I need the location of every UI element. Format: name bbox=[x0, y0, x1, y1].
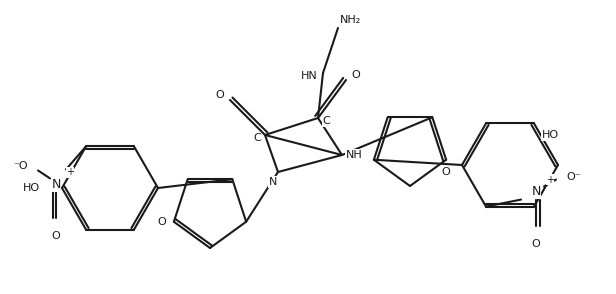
Text: HO: HO bbox=[23, 183, 40, 193]
Text: +: + bbox=[66, 167, 74, 178]
Text: C: C bbox=[253, 133, 261, 143]
Text: NH₂: NH₂ bbox=[339, 15, 360, 25]
Text: O: O bbox=[52, 231, 60, 241]
Text: N: N bbox=[51, 178, 61, 191]
Text: O: O bbox=[158, 217, 166, 227]
Text: +: + bbox=[546, 175, 554, 185]
Text: O: O bbox=[532, 238, 540, 248]
Text: O: O bbox=[352, 70, 360, 80]
Text: HO: HO bbox=[542, 131, 559, 141]
Text: ⁻O: ⁻O bbox=[14, 161, 28, 171]
Text: O: O bbox=[216, 90, 224, 100]
Text: NH: NH bbox=[346, 150, 362, 160]
Text: HN: HN bbox=[301, 71, 317, 81]
Text: N: N bbox=[532, 185, 541, 198]
Text: O: O bbox=[442, 167, 450, 177]
Text: C: C bbox=[322, 116, 330, 126]
Text: N: N bbox=[269, 177, 277, 187]
Text: O⁻: O⁻ bbox=[566, 172, 581, 182]
